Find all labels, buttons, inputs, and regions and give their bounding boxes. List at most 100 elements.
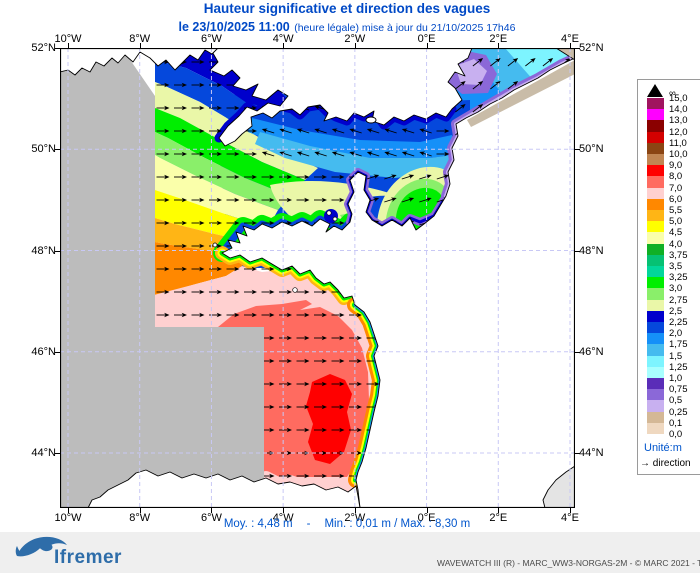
legend-level-label: 7,0 — [669, 182, 683, 194]
legend-level-label: 0,0 — [669, 429, 683, 440]
legend-band — [647, 299, 664, 312]
legend-band — [647, 366, 664, 379]
legend-level-label: 5,0 — [669, 216, 683, 228]
legend-level-label: 4,0 — [669, 238, 683, 250]
lon-label-top: 4°W — [272, 33, 294, 45]
legend-infinity-triangle — [647, 84, 663, 97]
land-france — [221, 57, 575, 508]
axis-tick — [55, 149, 60, 151]
axis-tick — [283, 508, 285, 513]
lon-label-bottom: 2°E — [489, 512, 508, 524]
direction-arrow-icon: → — [640, 458, 650, 469]
legend-level-label: 3,25 — [669, 272, 688, 284]
axis-tick — [569, 508, 571, 513]
legend-level-label: 1,75 — [669, 339, 688, 351]
legend-band — [647, 154, 664, 166]
ifremer-logo: Ifremer — [14, 534, 214, 572]
axis-tick — [55, 48, 60, 49]
axis-tick — [498, 508, 500, 513]
lon-label-top: 0°E — [417, 33, 436, 45]
lat-label-left: 48°N — [31, 244, 56, 257]
legend-band — [647, 411, 664, 424]
legend-band — [647, 400, 664, 412]
legend-band — [647, 422, 664, 435]
legend-band — [647, 198, 664, 211]
legend-level-label: 2,25 — [669, 317, 688, 328]
update-info: (heure légale) mise à jour du 21/10/2025… — [294, 22, 516, 34]
lon-label-bottom: 0°E — [417, 512, 436, 524]
legend-band — [647, 165, 664, 177]
legend-unit-label: Unité:m — [644, 442, 682, 454]
page-title: Hauteur significative et direction des v… — [203, 1, 491, 16]
date-line: le 23/10/2025 11:00 (heure légale) mise … — [0, 18, 694, 36]
lon-label-top: 2°W — [344, 33, 366, 45]
lon-label-bottom: 10°W — [54, 512, 82, 524]
valid-date: le 23/10/2025 11:00 — [178, 20, 290, 34]
axis-tick — [498, 43, 500, 48]
axis-tick — [575, 453, 580, 454]
lon-label-bottom: 8°W — [129, 512, 151, 524]
map-frame — [60, 48, 575, 508]
land-masses — [60, 48, 575, 508]
island-jersey — [332, 216, 338, 222]
island-guernsey — [326, 210, 332, 216]
legend-level-label: 8,0 — [669, 171, 683, 183]
axis-tick — [426, 508, 428, 513]
celtic-green — [155, 108, 305, 196]
legend-level-label: 13,0 — [669, 115, 688, 127]
celtic-paleyellow — [155, 155, 278, 228]
legend-level-label: 9,0 — [669, 160, 683, 172]
axis-tick — [575, 351, 580, 353]
lon-label-top: 4°E — [561, 33, 579, 45]
lon-label-bottom: 6°W — [200, 512, 222, 524]
island-ouessant — [212, 242, 218, 248]
legend-level-label: 1,5 — [669, 350, 683, 362]
legend-level-label: 14,0 — [669, 104, 688, 116]
legend-band — [647, 355, 664, 368]
legend-level-label: 1,0 — [669, 373, 683, 384]
thames-lavender — [455, 59, 487, 85]
axis-tick — [55, 351, 60, 353]
land-belgium-strip — [467, 60, 575, 127]
legend-band — [647, 378, 664, 390]
lat-label-right: 52°N — [579, 42, 604, 54]
legend-level-label: 0,75 — [669, 384, 688, 396]
legend-band — [647, 109, 664, 121]
legend-level-label: 4,5 — [669, 227, 683, 239]
axis-tick — [575, 48, 580, 49]
legend-level-label: 0,5 — [669, 395, 683, 407]
axis-tick — [68, 508, 69, 513]
legend-band — [647, 176, 664, 188]
legend-band — [647, 344, 664, 356]
legend-level-label: 11,0 — [669, 137, 687, 149]
legend-level-label: 3,5 — [669, 261, 683, 272]
lon-label-top: 10°W — [54, 33, 82, 45]
legend-band — [647, 310, 664, 323]
axis-tick — [139, 508, 141, 513]
axis-tick — [283, 43, 285, 48]
credit-text: WAVEWATCH III (R) - MARC_WW3-NORGAS-2M -… — [437, 558, 700, 568]
legend-level-label: 2,5 — [669, 305, 683, 317]
land-great-britain — [209, 48, 473, 147]
legend-band — [647, 187, 664, 200]
legend-band — [647, 322, 664, 334]
wave-map — [60, 48, 575, 508]
legend-level-label: 12,0 — [669, 126, 688, 138]
stats-line: Moy. : 4,48 m - Min. : 0,01 m / Max. : 8,3… — [0, 518, 694, 530]
legend-level-label: 2,75 — [669, 294, 688, 306]
legend-level-label: 15,0 — [669, 93, 688, 104]
mediterranean-corner — [543, 466, 575, 508]
legend-band — [647, 142, 664, 155]
axis-tick — [575, 250, 580, 252]
axis-tick — [575, 149, 580, 151]
legend-band — [647, 120, 664, 132]
lat-label-left: 46°N — [31, 345, 56, 358]
legend-level-label: 2,0 — [669, 328, 683, 340]
axis-tick — [211, 43, 213, 48]
legend-level-label: 5,5 — [669, 205, 683, 216]
lon-label-bottom: 4°E — [561, 512, 579, 524]
lon-label-top: 6°W — [200, 33, 222, 45]
dolphin-icon — [15, 536, 67, 557]
legend-level-label: 6,0 — [669, 193, 683, 205]
